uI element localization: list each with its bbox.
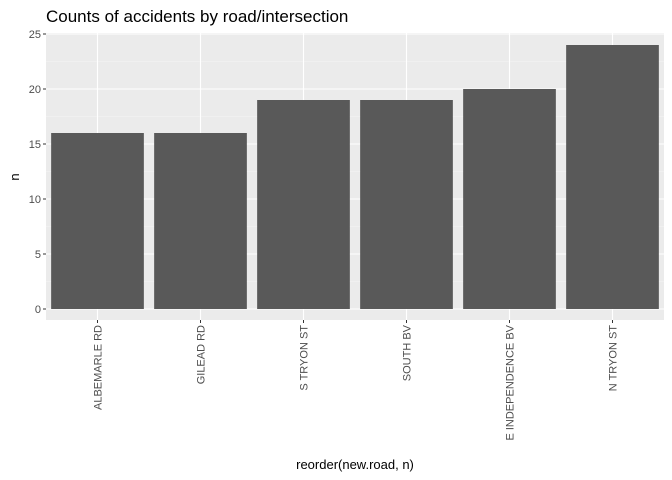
bar-s-tryon-st <box>257 100 350 309</box>
x-tick-label: S TRYON ST <box>299 325 311 391</box>
x-tick-label: GILEAD RD <box>196 325 208 384</box>
bars <box>51 45 659 309</box>
plot-panel <box>46 33 664 320</box>
chart-title: Counts of accidents by road/intersection <box>46 7 348 26</box>
bar-gilead-rd <box>154 133 247 309</box>
y-tick-label: 20 <box>29 84 41 96</box>
x-tick-label: N TRYON ST <box>608 325 620 391</box>
x-tick-label: E INDEPENDENCE BV <box>505 324 517 440</box>
y-tick-label: 5 <box>35 249 41 261</box>
bar-n-tryon-st <box>566 45 659 309</box>
x-axis-title: reorder(new.road, n) <box>296 457 414 472</box>
x-tick-label: SOUTH BV <box>402 324 414 381</box>
y-tick-label: 10 <box>29 194 41 206</box>
y-tick-label: 25 <box>29 29 41 41</box>
x-axis: ALBEMARLE RD GILEAD RD S TRYON ST SOUTH BV E… <box>93 320 620 441</box>
y-tick-label: 15 <box>29 139 41 151</box>
bar-south-bv <box>360 100 453 309</box>
minor-gridlines <box>46 61 664 282</box>
x-tick-label: ALBEMARLE RD <box>93 325 105 410</box>
y-axis-title: n <box>7 173 22 180</box>
y-tick-label: 0 <box>35 304 41 316</box>
bar-albemarle-rd <box>51 133 144 309</box>
y-axis: 0 5 10 15 20 25 <box>29 29 46 316</box>
bar-e-independence-bv <box>463 89 556 309</box>
